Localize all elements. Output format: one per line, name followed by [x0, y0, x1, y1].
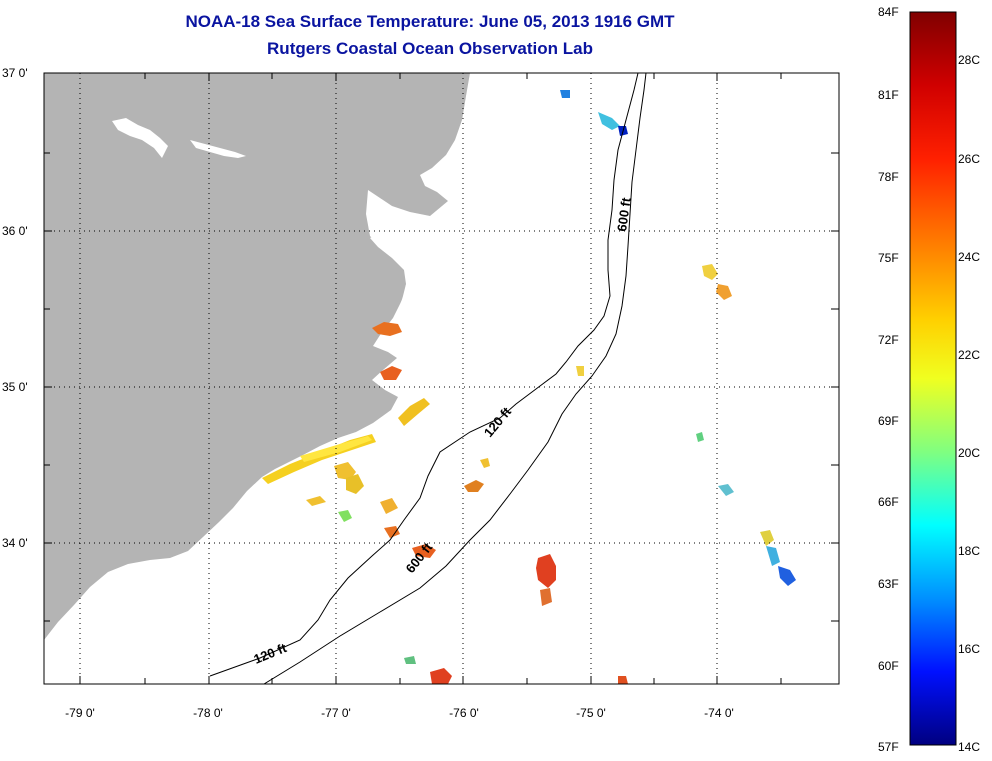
colorbar	[909, 11, 957, 746]
colorbar-f-label: 60F	[878, 659, 899, 673]
land-mass	[44, 73, 470, 640]
lat-label: 34 0'	[2, 536, 28, 550]
lat-label: 35 0'	[2, 380, 28, 394]
colorbar-c-label: 16C	[958, 642, 981, 656]
colorbar-f-label: 78F	[878, 170, 899, 184]
colorbar-c-label: 24C	[958, 250, 981, 264]
isobath-label-north-600: 600 ft	[614, 196, 634, 232]
colorbar-f-label: 72F	[878, 333, 899, 347]
colorbar-c-label: 14C	[958, 740, 981, 754]
colorbar-c-label: 22C	[958, 348, 981, 362]
colorbar-f-label: 84F	[878, 5, 899, 19]
colorbar-f-label: 81F	[878, 88, 899, 102]
colorbar-c-label: 18C	[958, 544, 981, 558]
colorbar-f-label: 57F	[878, 740, 899, 754]
lat-label: 36 0'	[2, 224, 28, 238]
colorbar-f-label: 63F	[878, 577, 899, 591]
graticule	[44, 73, 839, 684]
sound	[412, 346, 474, 384]
isobath-120ft	[209, 73, 639, 677]
colorbar-f-label: 66F	[878, 495, 899, 509]
lake	[112, 118, 168, 158]
axis-ticks	[44, 72, 839, 684]
colorbar-c-label: 28C	[958, 53, 981, 67]
lon-label: -76 0'	[449, 706, 479, 720]
lon-label: -74 0'	[704, 706, 734, 720]
colorbar-c-label: 20C	[958, 446, 981, 460]
colorbar-f-label: 75F	[878, 251, 899, 265]
lon-label: -77 0'	[321, 706, 351, 720]
lon-label: -78 0'	[193, 706, 223, 720]
map-subtitle: Rutgers Coastal Ocean Observation Lab	[267, 39, 593, 58]
colorbar-c-label: 26C	[958, 152, 981, 166]
map-title: NOAA-18 Sea Surface Temperature: June 05…	[185, 12, 675, 31]
lake	[190, 140, 246, 158]
lat-label: 37 0'	[2, 66, 28, 80]
colorbar-f-label: 69F	[878, 414, 899, 428]
lon-label: -79 0'	[65, 706, 95, 720]
lon-label: -75 0'	[576, 706, 606, 720]
sst-data	[262, 90, 796, 684]
sound	[396, 258, 462, 346]
sound	[366, 190, 446, 244]
isobath-600ft	[263, 73, 647, 684]
